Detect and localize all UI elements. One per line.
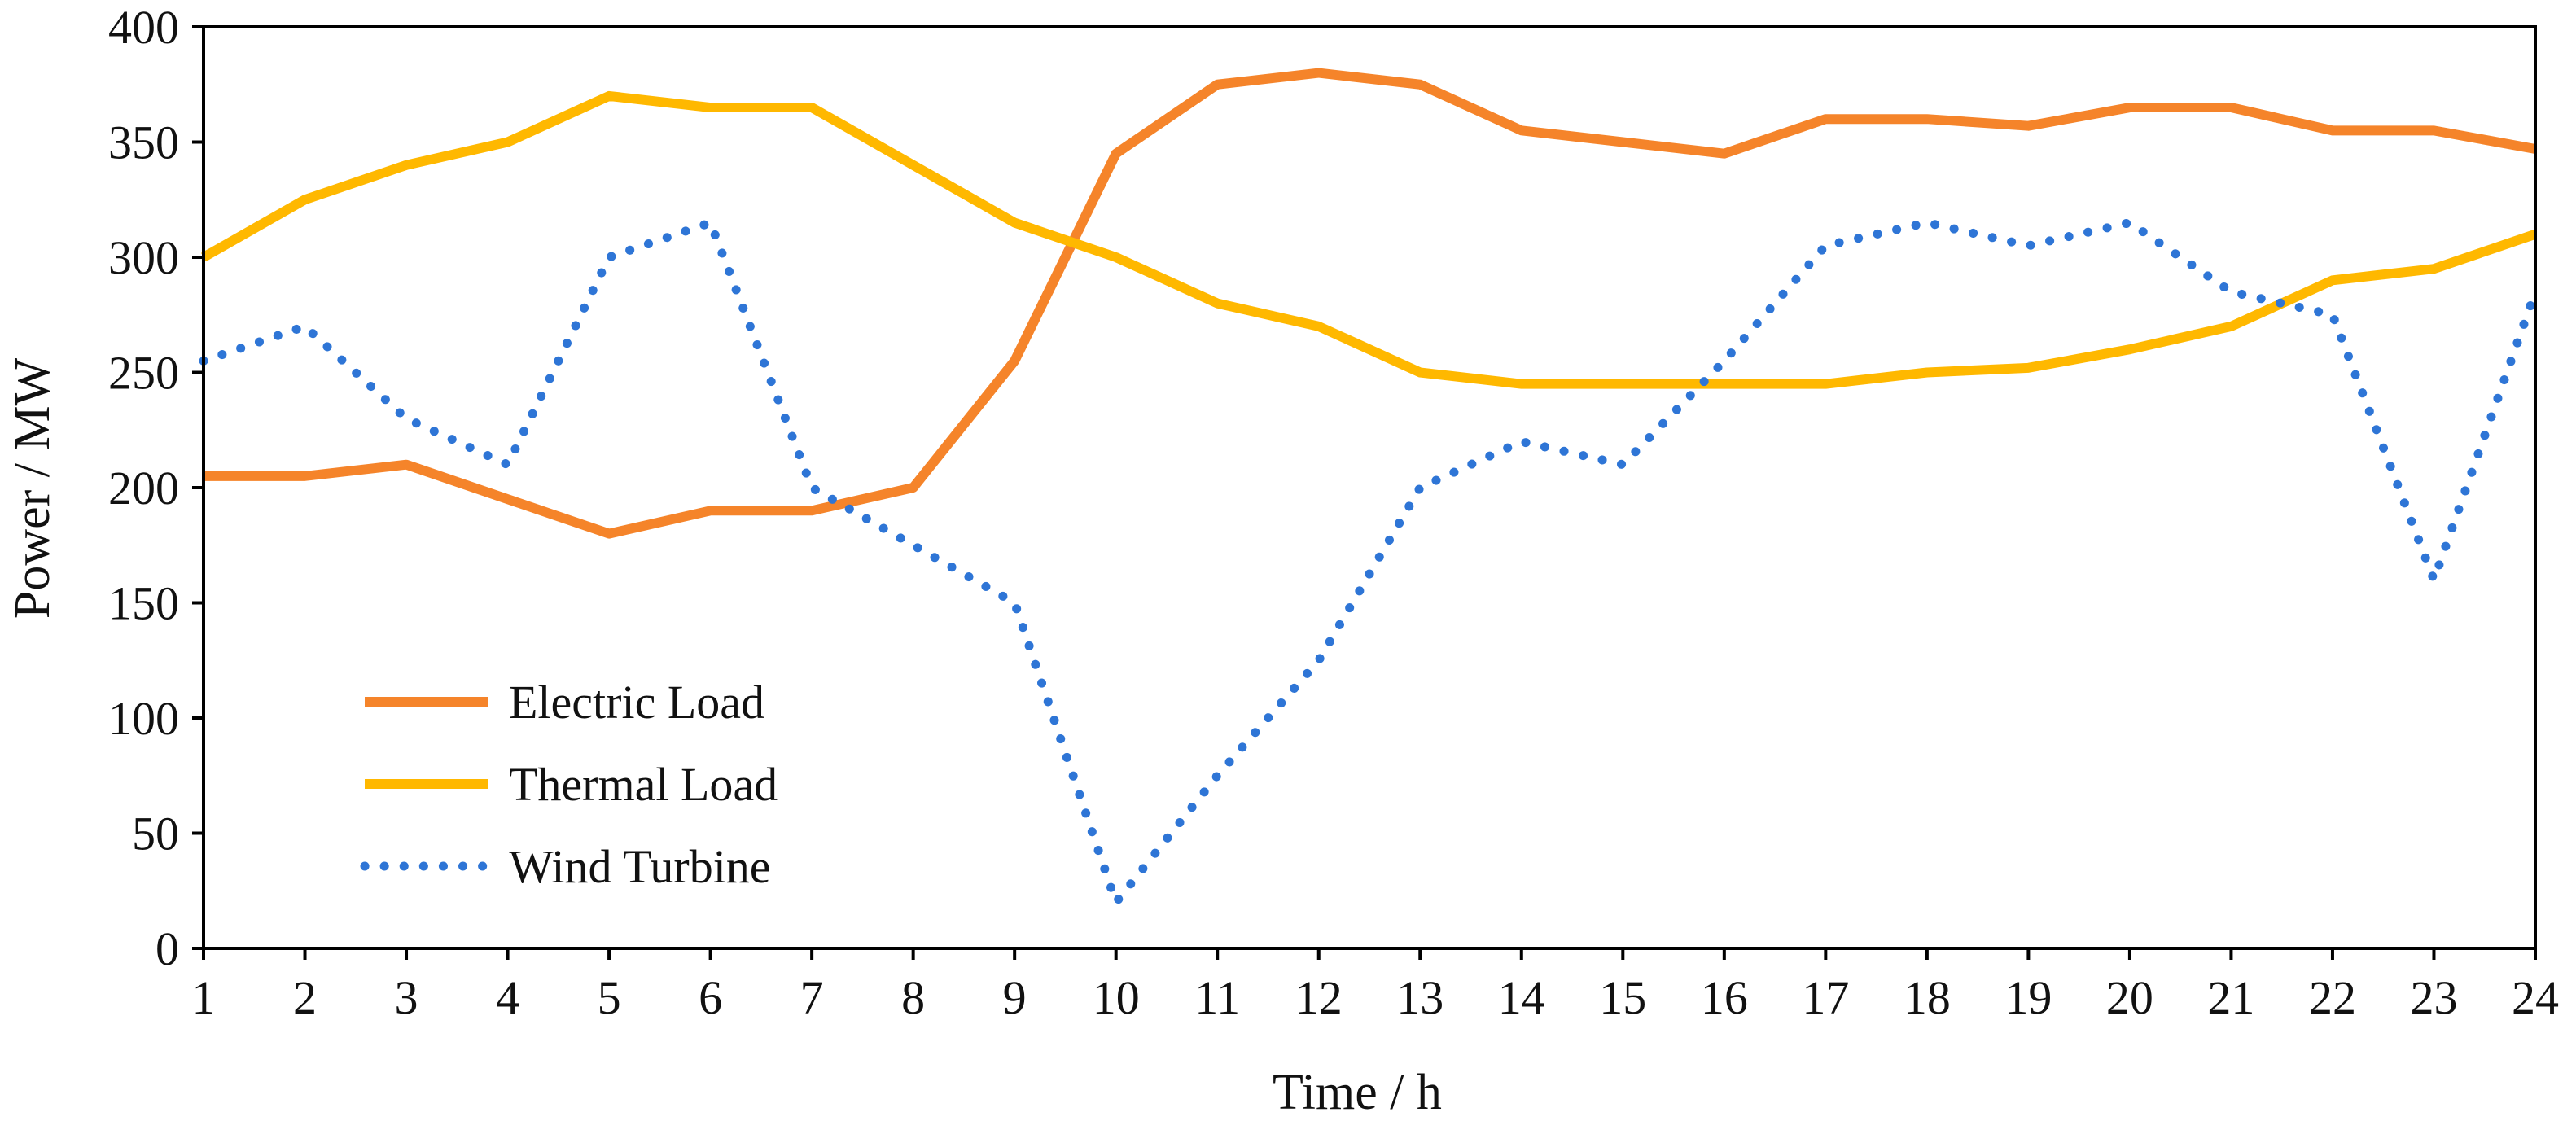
legend-label-electric-load: Electric Load [509, 676, 764, 729]
x-tick-label-17: 17 [1802, 971, 1849, 1024]
y-axis-title: Power / MW [5, 357, 60, 619]
series-line-wind-turbine [199, 218, 2540, 907]
x-tick-label-5: 5 [598, 971, 621, 1024]
x-axis-title: Time / h [1273, 1065, 1442, 1120]
y-tick-label-50: 50 [132, 808, 179, 860]
y-tick-label-350: 350 [108, 116, 179, 169]
x-tick-label-22: 22 [2309, 971, 2356, 1024]
y-tick-label-250: 250 [108, 347, 179, 400]
x-tick-label-23: 23 [2410, 971, 2457, 1024]
x-tick-label-8: 8 [901, 971, 925, 1024]
y-tick-label-300: 300 [108, 231, 179, 284]
x-tick-label-11: 11 [1194, 971, 1240, 1024]
x-tick-label-4: 4 [496, 971, 519, 1024]
legend-label-wind-turbine: Wind Turbine [509, 840, 771, 893]
x-tick-label-12: 12 [1295, 971, 1343, 1024]
x-tick-label-20: 20 [2106, 971, 2153, 1024]
y-tick-label-200: 200 [108, 462, 179, 514]
y-tick-label-100: 100 [108, 692, 179, 745]
x-tick-label-13: 13 [1396, 971, 1444, 1024]
x-tick-label-19: 19 [2004, 971, 2052, 1024]
legend: Electric Load Thermal Load Wind Turbine [360, 676, 778, 893]
x-tick-label-15: 15 [1599, 971, 1646, 1024]
x-tick-label-18: 18 [1904, 971, 1951, 1024]
legend-label-thermal-load: Thermal Load [509, 758, 778, 811]
series-lines [199, 68, 2540, 907]
x-tick-label-3: 3 [395, 971, 418, 1024]
tick-labels: 1 2 3 4 5 6 7 8 9 10 11 12 13 14 15 16 17 18 19 20 21 22 23 240… [108, 1, 2559, 1024]
x-tick-label-16: 16 [1701, 971, 1748, 1024]
x-tick-label-14: 14 [1498, 971, 1545, 1024]
x-tick-label-21: 21 [2207, 971, 2254, 1024]
y-tick-label-400: 400 [108, 1, 179, 54]
y-tick-label-150: 150 [108, 577, 179, 630]
y-tick-label-0: 0 [156, 922, 179, 975]
series-line-thermal-load [201, 90, 2537, 389]
x-tick-label-2: 2 [293, 971, 317, 1024]
x-tick-label-9: 9 [1003, 971, 1027, 1024]
x-tick-label-24: 24 [2512, 971, 2559, 1024]
x-tick-label-1: 1 [192, 971, 216, 1024]
series-line-electric-load [204, 68, 2537, 539]
x-tick-label-10: 10 [1093, 971, 1140, 1024]
axis-ticks [192, 25, 2537, 960]
x-tick-label-6: 6 [699, 971, 722, 1024]
x-tick-label-7: 7 [800, 971, 824, 1024]
